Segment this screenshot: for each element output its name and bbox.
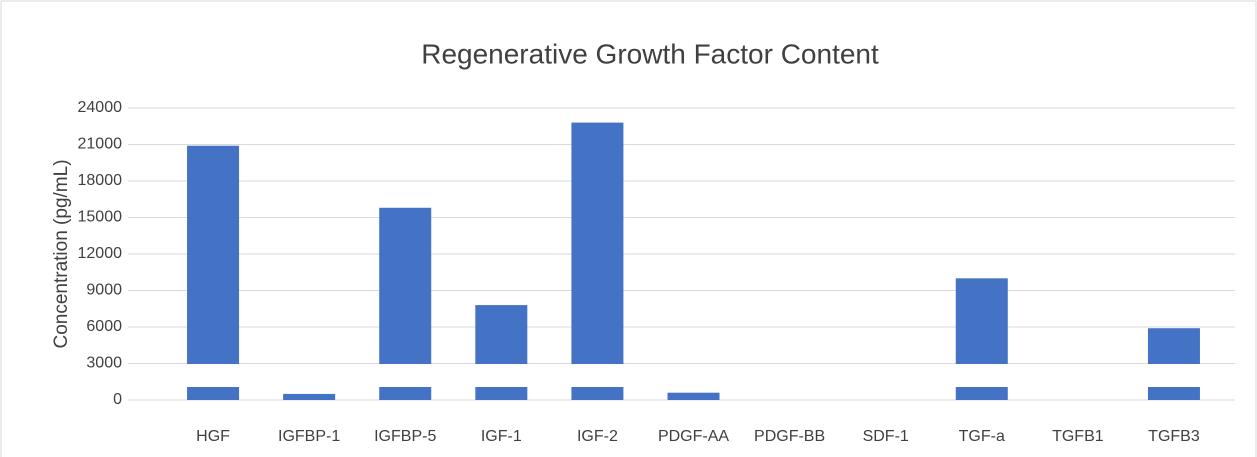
- bar: [283, 393, 336, 400]
- x-tick-label: PDGF-BB: [754, 428, 825, 445]
- x-tick-label: SDF-1: [863, 428, 909, 445]
- y-tick-label: 0: [113, 391, 122, 408]
- y-tick-label: 9000: [86, 282, 122, 299]
- x-tick-label: IGFBP-1: [278, 428, 340, 445]
- x-tick-label: TGFB3: [1148, 428, 1200, 445]
- bar: [667, 392, 720, 400]
- bar: [571, 122, 624, 400]
- y-tick-label: 6000: [86, 318, 122, 335]
- x-tick-label: PDGF-AA: [658, 428, 729, 445]
- x-tick-label: IGFBP-5: [374, 428, 436, 445]
- y-axis-label: Concentration (pg/mL): [51, 159, 72, 348]
- y-tick-label: 3000: [86, 355, 122, 372]
- y-tick-label: 18000: [78, 172, 123, 189]
- bar: [187, 145, 240, 400]
- x-tick-label: TGF-a: [959, 428, 1005, 445]
- chart-title: Regenerative Growth Factor Content: [421, 38, 879, 69]
- y-tick-label: 24000: [78, 99, 123, 116]
- x-tick-label: HGF: [196, 428, 230, 445]
- y-tick-label: 15000: [78, 209, 123, 226]
- x-tick-label: IGF-2: [577, 428, 618, 445]
- axis-break: [128, 364, 1235, 387]
- x-tick-label: IGF-1: [481, 428, 522, 445]
- y-tick-label: 21000: [78, 136, 123, 153]
- y-tick-label: 12000: [78, 245, 123, 262]
- x-tick-label: TGFB1: [1052, 428, 1104, 445]
